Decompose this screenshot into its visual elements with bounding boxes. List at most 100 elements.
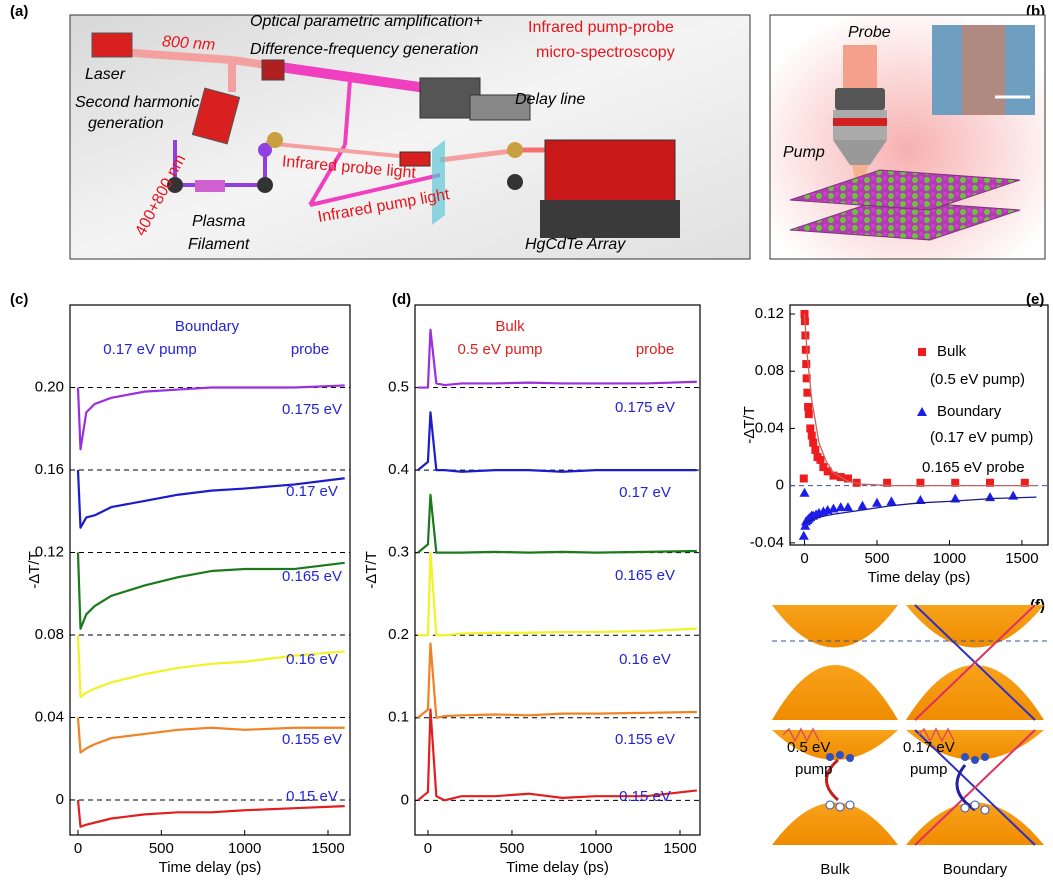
data-line: [76, 552, 345, 630]
legend-marker: [917, 407, 927, 416]
annotation: 0.165 eV probe: [922, 459, 1025, 476]
marker: [871, 497, 882, 507]
series-label: 0.165 eV: [615, 567, 675, 584]
marker: [886, 496, 897, 506]
band-label: pump: [910, 761, 948, 778]
y-tick-label: 0: [401, 791, 409, 808]
series-label: 0.17 eV: [619, 484, 671, 501]
setup-illustration: [69, 14, 751, 260]
marker: [804, 410, 813, 419]
marker: [857, 500, 868, 510]
band-label: 0.5 eV: [787, 739, 830, 756]
plot-frame: [414, 304, 701, 836]
marker: [828, 503, 839, 513]
y-tick-label: 0.08: [755, 362, 784, 379]
marker: [835, 502, 846, 512]
series-label: 0.175 eV: [282, 401, 342, 418]
setup-label: Optical parametric amplification+: [250, 13, 483, 30]
setup-title: micro-spectroscopy: [536, 44, 675, 61]
x-tick-label: 1500: [1005, 550, 1038, 567]
x-tick-label: 1000: [579, 840, 612, 857]
marker: [802, 374, 811, 383]
y-tick-label: 0.16: [35, 461, 64, 478]
x-tick-label: 1000: [933, 550, 966, 567]
annotation: 0.17 eV pump: [103, 341, 196, 358]
setup-label: Delay line: [515, 91, 585, 108]
plot-frame: [69, 304, 351, 836]
sample-illustration: [769, 14, 1046, 260]
marker: [951, 478, 960, 487]
legend-label: Bulk: [937, 343, 967, 360]
data-line: [417, 708, 697, 802]
marker: [1020, 478, 1029, 487]
panel-label: (c): [10, 291, 28, 308]
marker: [804, 402, 813, 411]
marker: [811, 445, 820, 454]
data-line: [76, 717, 345, 754]
y-axis-title: -ΔT/T: [363, 551, 380, 589]
setup-title: Infrared pump-probe: [528, 19, 674, 36]
panel-label: (e): [1026, 291, 1044, 308]
x-tick-label: 1000: [228, 840, 261, 857]
panel-label: (d): [392, 291, 411, 308]
marker: [915, 494, 926, 504]
data-line: [76, 469, 345, 529]
y-tick-label: 0.5: [388, 379, 409, 396]
data-line: [76, 799, 345, 828]
series-label: 0.15 eV: [619, 788, 671, 805]
fit-line: [804, 496, 1037, 524]
series-label: 0.15 eV: [286, 788, 338, 805]
panel-label: (a): [10, 3, 28, 20]
marker: [799, 474, 808, 483]
series-label: 0.175 eV: [615, 399, 675, 416]
y-tick-label: 0: [56, 791, 64, 808]
marker: [819, 463, 828, 472]
marker: [843, 474, 852, 483]
y-axis-title: -ΔT/T: [26, 551, 43, 589]
band-label: 0.17 eV: [903, 739, 955, 756]
annotation: (0.5 eV pump): [930, 371, 1025, 388]
legend-marker: [918, 348, 926, 356]
annotation: probe: [636, 341, 674, 358]
y-tick-label: 0.04: [35, 708, 64, 725]
series-label: 0.165 eV: [282, 568, 342, 585]
series-label: 0.155 eV: [615, 731, 675, 748]
annotation: probe: [291, 341, 329, 358]
y-tick-label: 0.12: [35, 543, 64, 560]
setup-label: 800 nm: [161, 33, 215, 54]
x-axis-title: Time delay (ps): [868, 569, 971, 586]
legend-label: Boundary: [937, 403, 1002, 420]
x-tick-label: 1500: [311, 840, 344, 857]
marker: [803, 388, 812, 397]
x-tick-label: 0: [424, 840, 432, 857]
y-tick-label: -0.04: [750, 534, 784, 551]
y-tick-label: 0.4: [388, 461, 409, 478]
setup-label: generation: [88, 115, 164, 132]
data-line: [417, 411, 697, 473]
band-title: Boundary: [943, 861, 1008, 878]
x-axis-title: Time delay (ps): [159, 859, 262, 876]
series-label: 0.16 eV: [619, 651, 671, 668]
annotation: Bulk: [495, 318, 525, 335]
marker: [809, 438, 818, 447]
setup-label: Filament: [188, 236, 250, 253]
data-line: [417, 328, 697, 389]
marker: [806, 424, 815, 433]
marker: [842, 502, 853, 512]
data-line: [76, 384, 345, 451]
x-tick-label: 500: [499, 840, 524, 857]
sample-label: Pump: [783, 144, 825, 161]
x-tick-label: 500: [149, 840, 174, 857]
y-tick-label: 0.08: [35, 626, 64, 643]
plot-frame: [789, 304, 1049, 546]
annotation: Boundary: [175, 318, 240, 335]
setup-label: Plasma: [192, 213, 245, 230]
band-title: Bulk: [820, 861, 850, 878]
setup-label: Second harmonic: [75, 94, 200, 111]
series-label: 0.17 eV: [286, 483, 338, 500]
annotation: (0.17 eV pump): [930, 429, 1033, 446]
data-line: [417, 642, 697, 719]
x-tick-label: 0: [74, 840, 82, 857]
marker: [823, 467, 832, 476]
